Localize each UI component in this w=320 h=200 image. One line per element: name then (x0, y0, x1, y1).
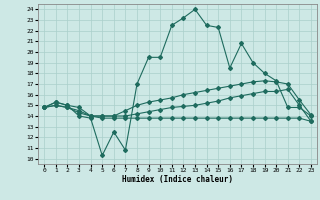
X-axis label: Humidex (Indice chaleur): Humidex (Indice chaleur) (122, 175, 233, 184)
